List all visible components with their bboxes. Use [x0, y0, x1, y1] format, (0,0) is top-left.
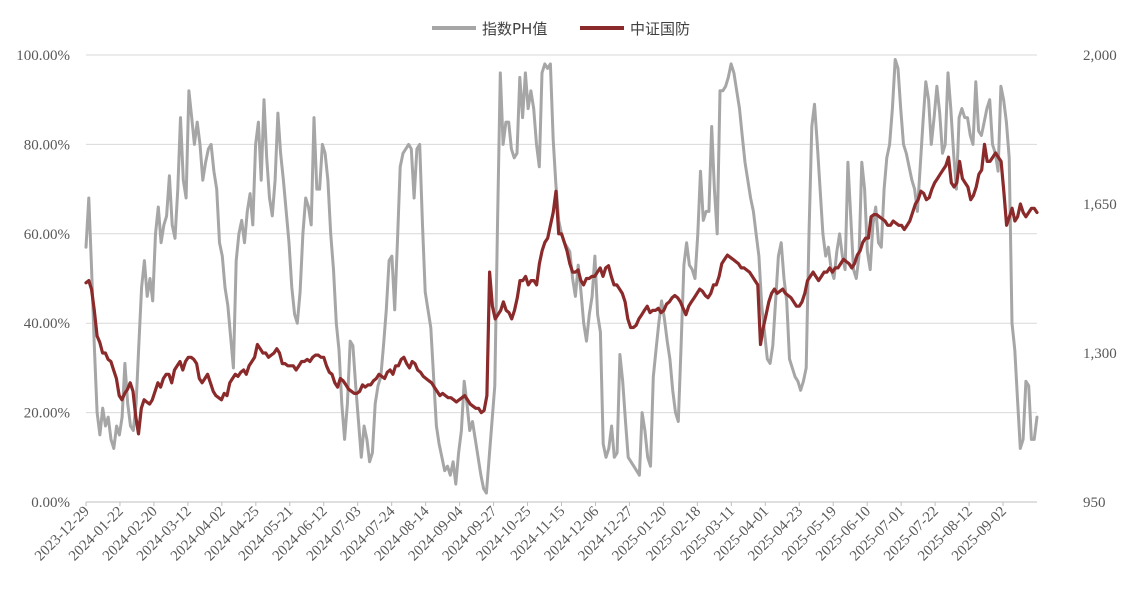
y-left-tick-label: 20.00% [24, 406, 70, 422]
y-left-tick-label: 60.00% [24, 227, 70, 243]
y-left-tick-label: 100.00% [16, 48, 70, 64]
y-right-tick-label: 1,650 [1083, 197, 1117, 213]
series-line-defense [84, 142, 1039, 436]
series-line-ph [84, 58, 1039, 495]
x-tick-labels: 2023-12-292024-01-222024-02-202024-03-12… [32, 503, 1010, 564]
series-lines [84, 58, 1039, 495]
y-left-tick-label: 80.00% [24, 137, 70, 153]
axes [85, 501, 1037, 506]
y-left-tick-label: 0.00% [31, 495, 70, 511]
y-right-tick-label: 2,000 [1083, 48, 1117, 64]
y-right-tick-labels: 950 1,300 1,650 2,000 [1083, 48, 1117, 511]
y-right-tick-label: 1,300 [1083, 346, 1117, 362]
y-right-tick-label: 950 [1083, 495, 1106, 511]
legend-label-ph: 指数PH值 [482, 20, 547, 38]
y-left-tick-labels: 0.00% 20.00% 40.00% 60.00% 80.00% 100.00% [16, 48, 70, 511]
legend-label-defense: 中证国防 [630, 20, 690, 38]
y-left-tick-label: 40.00% [24, 316, 70, 332]
legend: 指数PH值 中证国防 [432, 20, 690, 38]
